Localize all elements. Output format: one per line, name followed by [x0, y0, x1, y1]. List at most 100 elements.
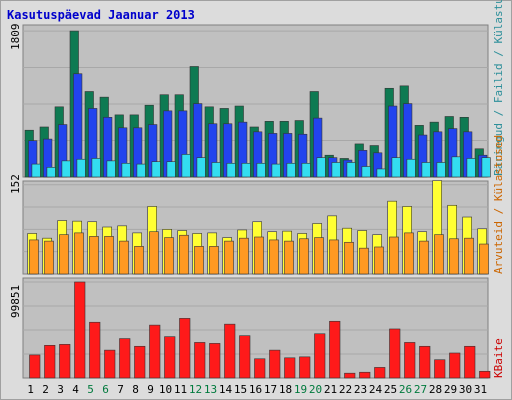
- bar-kb-day-16: [254, 358, 266, 379]
- bar-päringud-day-25: [391, 157, 401, 178]
- bars-layer: [24, 30, 491, 379]
- x-tick-label: 24: [369, 383, 383, 396]
- bar-saidid-day-17: [269, 239, 279, 275]
- bar-kb-day-20: [314, 333, 326, 379]
- x-tick-label: 19: [294, 383, 307, 396]
- bar-päringud-day-1: [31, 163, 41, 178]
- bar-päringud-day-20: [316, 157, 326, 178]
- bar-kb-day-13: [209, 343, 221, 379]
- bar-saidid-day-11: [179, 234, 189, 275]
- bar-päringud-day-14: [226, 162, 236, 178]
- x-tick-label: 10: [159, 383, 172, 396]
- bar-kb-day-22: [344, 372, 356, 379]
- x-tick-label: 17: [264, 383, 277, 396]
- bar-päringud-day-2: [46, 167, 56, 178]
- x-tick-label: 9: [147, 383, 154, 396]
- bar-päringud-day-21: [331, 162, 341, 178]
- bar-päringud-day-16: [256, 162, 266, 178]
- bar-päringud-day-6: [106, 160, 116, 178]
- bar-saidid-day-22: [344, 241, 354, 275]
- bar-saidid-day-2: [44, 240, 54, 275]
- x-tick-label: 14: [219, 383, 233, 396]
- bar-saidid-day-23: [359, 247, 369, 275]
- bar-päringud-day-23: [361, 166, 371, 178]
- bar-saidid-day-28: [434, 234, 444, 275]
- bar-saidid-day-5: [89, 236, 99, 275]
- x-axis-labels: 1 2 3 4 5 6 7 8 9 10 11 12 13 14 15 16 17 18 19 20 21 22 23 24 2…: [27, 383, 487, 396]
- bar-päringud-day-22: [346, 162, 356, 178]
- bar-saidid-day-29: [449, 238, 459, 275]
- bar-kb-day-12: [194, 342, 206, 379]
- x-tick-label: 5: [87, 383, 94, 396]
- legend-visits: Päringud / Failid / Külastused / Pöördum…: [492, 0, 505, 176]
- bar-saidid-day-8: [134, 246, 144, 275]
- x-tick-label: 18: [279, 383, 292, 396]
- bar-saidid-day-27: [419, 240, 429, 275]
- x-tick-label: 11: [174, 383, 187, 396]
- bar-päringud-day-7: [121, 162, 131, 178]
- x-tick-label: 28: [429, 383, 442, 396]
- bar-saidid-day-21: [329, 239, 339, 275]
- bar-päringud-day-3: [61, 160, 71, 178]
- x-tick-label: 16: [249, 383, 262, 396]
- bar-päringud-day-27: [421, 162, 431, 178]
- bar-kb-day-18: [284, 357, 296, 379]
- bar-kb-day-11: [179, 318, 191, 379]
- bar-saidid-day-31: [479, 243, 489, 275]
- bar-päringud-day-11: [181, 154, 191, 178]
- bar-kb-day-30: [464, 345, 476, 379]
- x-tick-label: 7: [117, 383, 124, 396]
- x-tick-label: 26: [399, 383, 412, 396]
- bar-päringud-day-9: [151, 161, 161, 178]
- x-tick-label: 1: [27, 383, 34, 396]
- bar-kb-day-29: [449, 352, 461, 379]
- bar-päringud-day-10: [166, 161, 176, 178]
- x-tick-label: 8: [132, 383, 139, 396]
- bar-saidid-day-19: [299, 238, 309, 275]
- bar-kb-day-17: [269, 349, 281, 379]
- bar-päringud-day-18: [286, 162, 296, 178]
- bar-saidid-day-10: [164, 237, 174, 275]
- bar-päringud-day-12: [196, 157, 206, 178]
- bar-päringud-day-5: [91, 158, 101, 178]
- x-tick-label: 3: [57, 383, 64, 396]
- bar-kb-day-31: [479, 370, 491, 379]
- bar-päringud-day-30: [466, 158, 476, 178]
- x-tick-label: 6: [102, 383, 109, 396]
- x-tick-label: 15: [234, 383, 247, 396]
- x-tick-label: 30: [459, 383, 472, 396]
- bar-kb-day-4: [74, 281, 86, 379]
- bar-kb-day-1: [29, 354, 41, 379]
- ytick-label-hosts: 152: [9, 174, 22, 194]
- x-tick-label: 13: [204, 383, 217, 396]
- bar-päringud-day-17: [271, 163, 281, 178]
- bar-päringud-day-31: [481, 157, 491, 178]
- bar-saidid-day-26: [404, 232, 414, 275]
- x-tick-label: 2: [42, 383, 49, 396]
- bar-saidid-day-4: [74, 232, 84, 275]
- x-tick-label: 31: [474, 383, 487, 396]
- x-tick-label: 29: [444, 383, 457, 396]
- bar-saidid-day-18: [284, 240, 294, 275]
- bar-kb-day-26: [404, 342, 416, 379]
- x-tick-label: 22: [339, 383, 352, 396]
- bar-päringud-day-26: [406, 158, 416, 178]
- bar-kb-day-5: [89, 321, 101, 379]
- bar-saidid-day-24: [374, 246, 384, 275]
- x-tick-label: 27: [414, 383, 427, 396]
- bar-päringud-day-4: [76, 158, 86, 178]
- bar-päringud-day-19: [301, 162, 311, 178]
- bar-kb-day-14: [224, 323, 236, 379]
- bar-saidid-day-30: [464, 237, 474, 275]
- bar-päringud-day-8: [136, 163, 146, 178]
- bar-kb-day-2: [44, 345, 56, 379]
- bar-saidid-day-14: [224, 240, 234, 275]
- bar-saidid-day-6: [104, 236, 114, 275]
- bar-saidid-day-13: [209, 246, 219, 275]
- bar-kb-day-23: [359, 371, 371, 379]
- bar-saidid-day-7: [119, 240, 129, 275]
- bar-päringud-day-28: [436, 162, 446, 178]
- bar-saidid-day-25: [389, 236, 399, 275]
- bar-saidid-day-3: [59, 234, 69, 275]
- x-tick-label: 25: [384, 383, 397, 396]
